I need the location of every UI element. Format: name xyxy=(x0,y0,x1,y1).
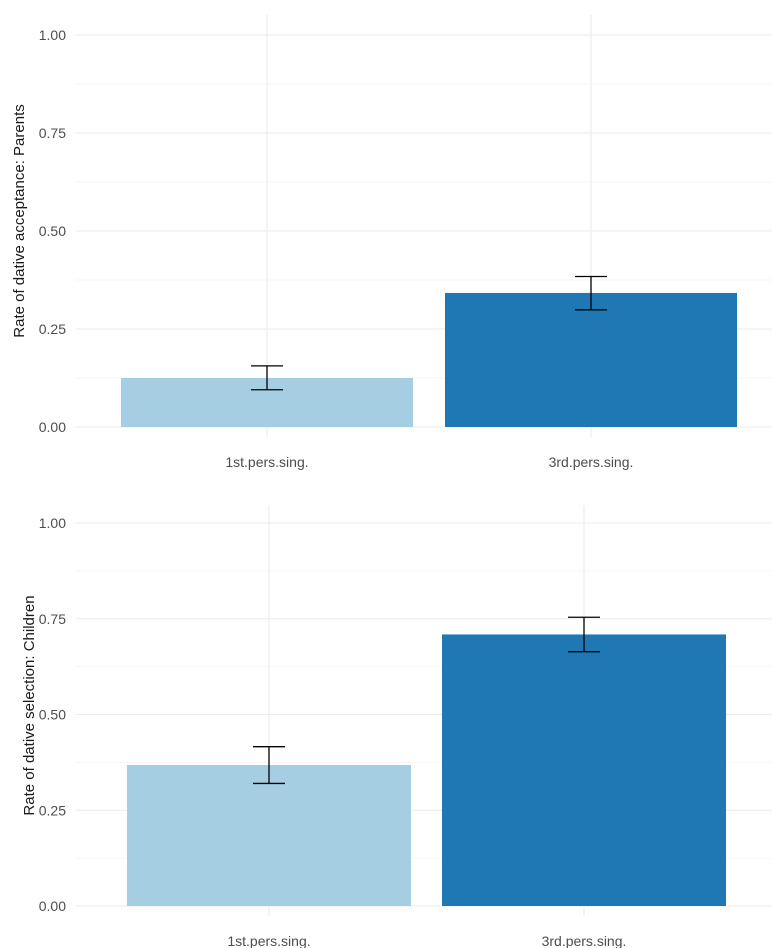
y-tick-label: 0.50 xyxy=(39,707,66,723)
y-tick-label: 0.75 xyxy=(39,611,66,627)
error-bars xyxy=(251,275,607,391)
x-tick-labels: 1st.pers.sing. 3rd.pers.sing. xyxy=(227,933,626,948)
y-axis-title: Rate of dative selection: Children xyxy=(21,595,38,815)
y-tick-label: 0.00 xyxy=(39,898,66,914)
y-tick-label: 0.25 xyxy=(39,802,66,818)
parents-acceptance-panel: 0.00 0.25 0.50 0.75 1.00 1st.pers.sing. 3rd.p… xyxy=(11,15,772,470)
bar-1 xyxy=(127,765,411,906)
x-tick-label: 3rd.pers.sing. xyxy=(549,454,634,470)
bar-2 xyxy=(445,292,737,427)
bars xyxy=(121,292,737,427)
y-tick-label: 1.00 xyxy=(39,27,66,43)
y-tick-labels: 0.00 0.25 0.50 0.75 1.00 xyxy=(39,27,66,435)
bars xyxy=(127,634,726,906)
error-bar-1 xyxy=(253,746,285,785)
error-bar-2 xyxy=(568,616,600,653)
y-tick-label: 0.50 xyxy=(39,223,66,239)
error-bars xyxy=(253,616,600,785)
x-tick-label: 1st.pers.sing. xyxy=(225,454,308,470)
children-selection-panel: 0.00 0.25 0.50 0.75 1.00 1st.pers.sing. 3rd.p… xyxy=(21,505,772,948)
y-tick-label: 0.00 xyxy=(39,419,66,435)
x-tick-label: 1st.pers.sing. xyxy=(227,933,310,948)
y-tick-label: 0.25 xyxy=(39,321,66,337)
error-bar-1 xyxy=(251,365,283,391)
x-tick-labels: 1st.pers.sing. 3rd.pers.sing. xyxy=(225,454,633,470)
y-axis-title: Rate of dative acceptance: Parents xyxy=(11,104,28,337)
y-tick-label: 0.75 xyxy=(39,125,66,141)
y-tick-labels: 0.00 0.25 0.50 0.75 1.00 xyxy=(39,515,66,914)
error-bar-2 xyxy=(575,275,607,311)
y-tick-label: 1.00 xyxy=(39,515,66,531)
bar-2 xyxy=(442,634,726,906)
x-tick-label: 3rd.pers.sing. xyxy=(542,933,627,948)
